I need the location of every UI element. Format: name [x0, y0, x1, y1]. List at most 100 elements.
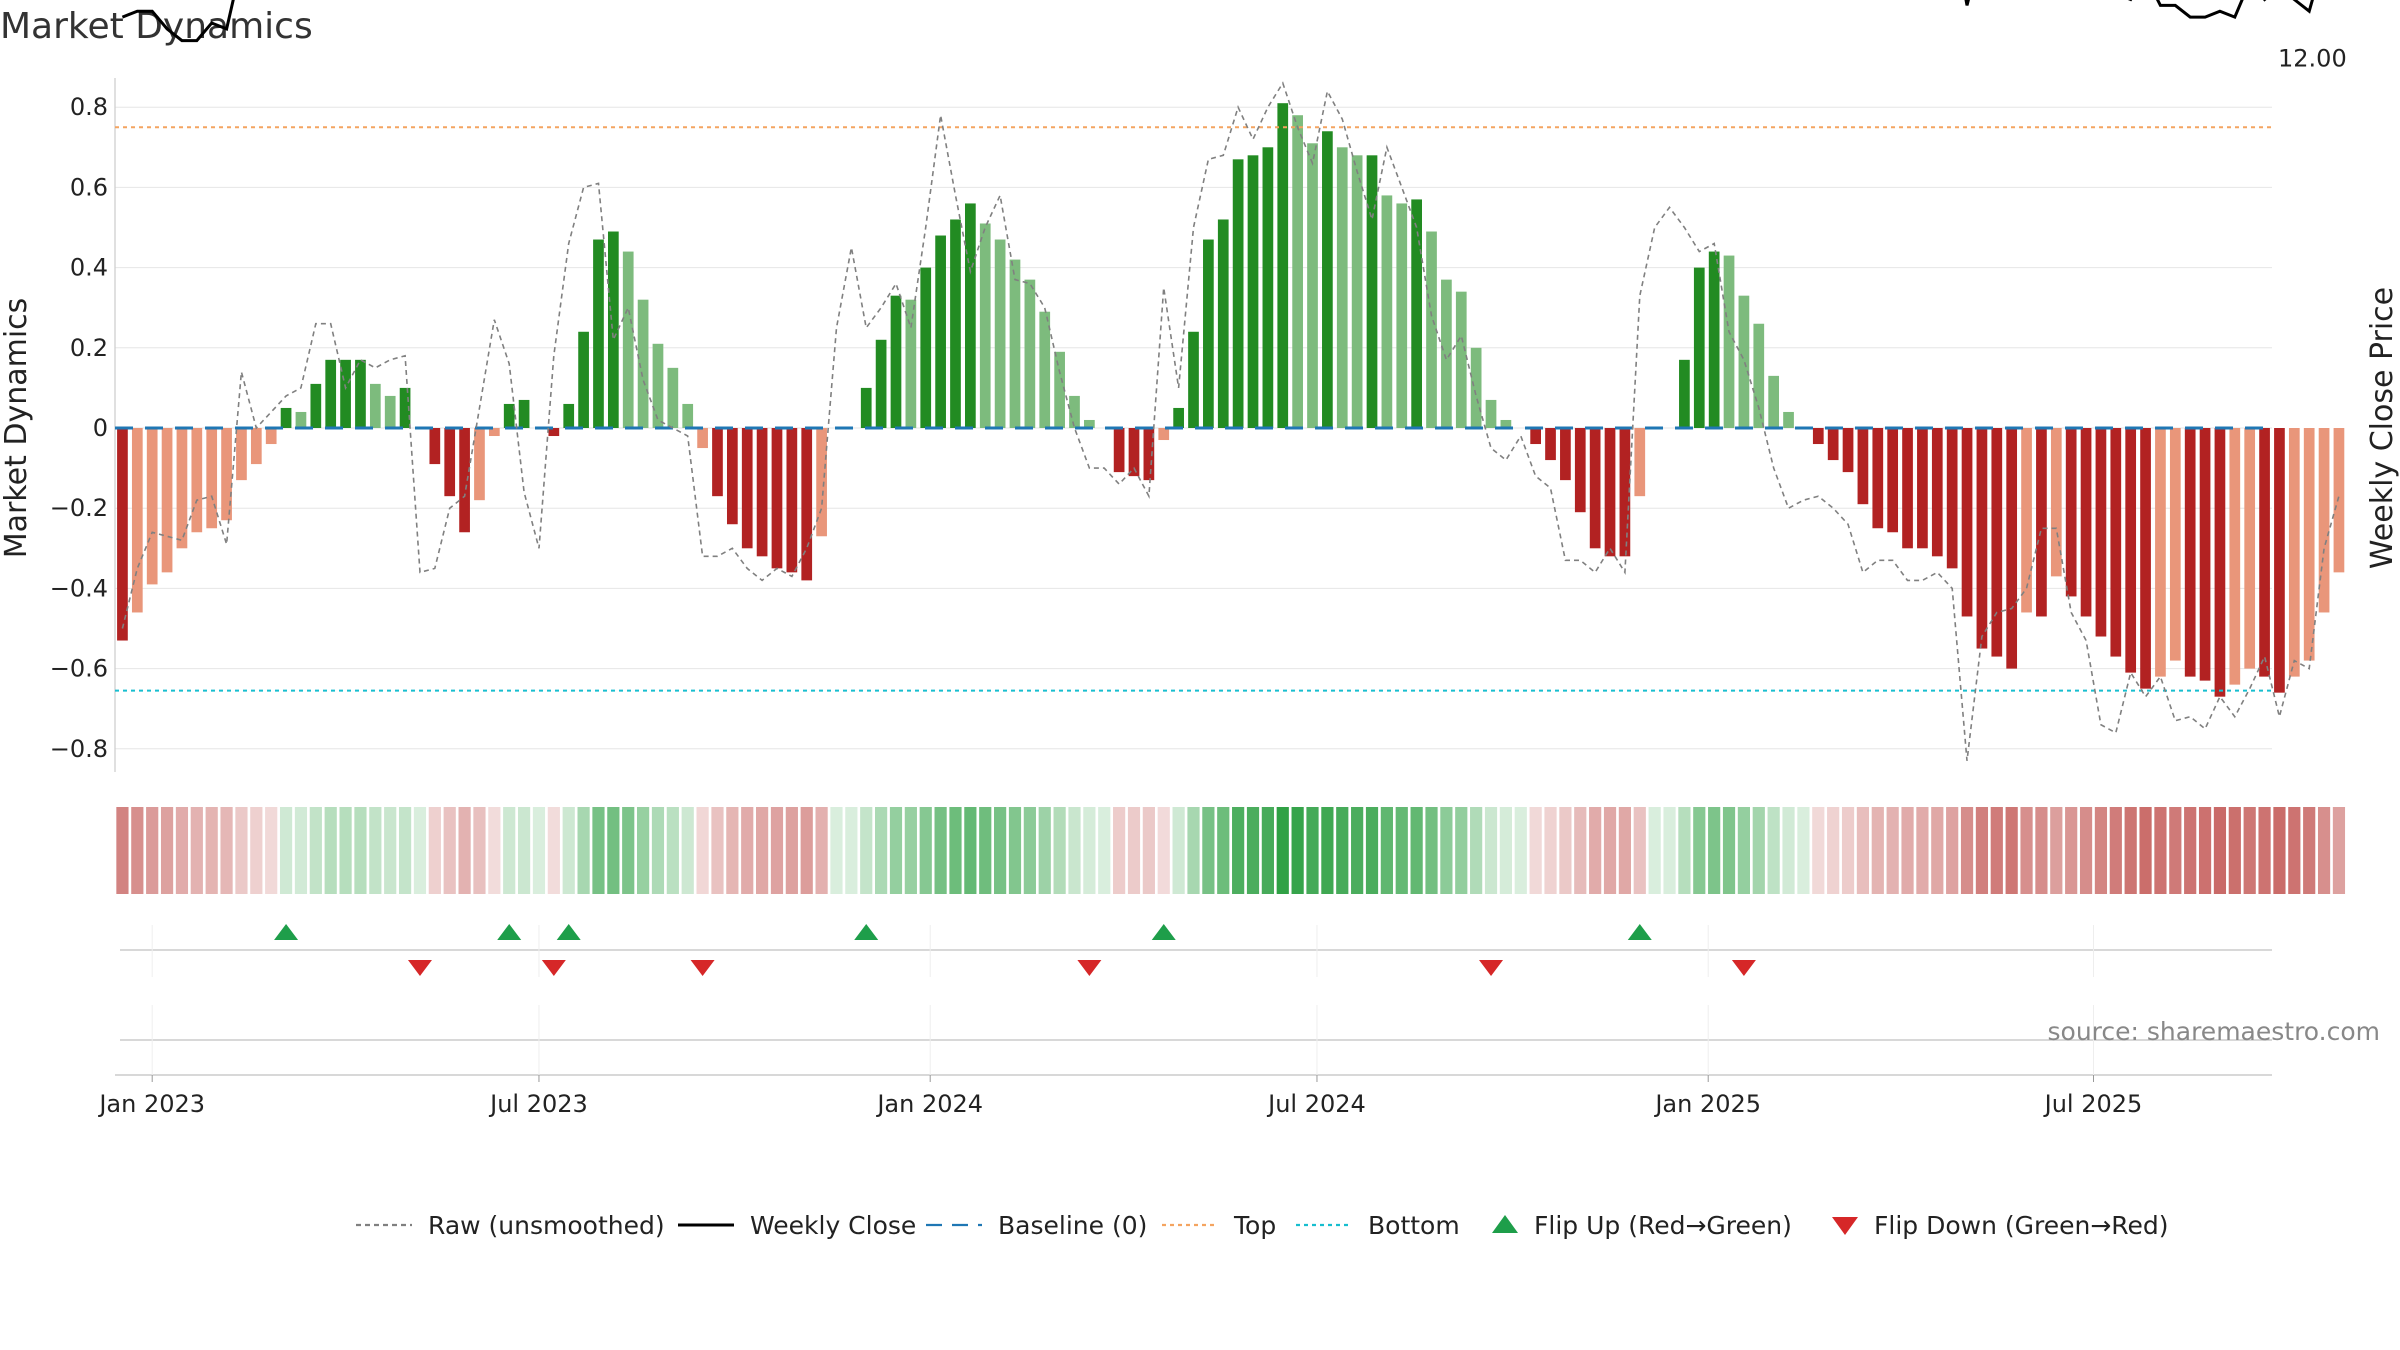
- legend-label: Flip Down (Green→Red): [1874, 1211, 2169, 1240]
- regime-cell: [1113, 807, 1126, 894]
- dynamics-bar: [1753, 323, 1765, 428]
- regime-cell: [860, 807, 873, 894]
- regime-cell: [1038, 807, 1051, 894]
- legend-label: Weekly Close: [750, 1211, 916, 1240]
- dynamics-bar: [1500, 419, 1512, 428]
- regime-cell: [1217, 807, 1230, 894]
- regime-cell: [1321, 807, 1334, 894]
- regime-cell: [2228, 807, 2241, 894]
- dynamics-bar: [250, 428, 262, 465]
- regime-cell: [1916, 807, 1929, 894]
- regime-cell: [205, 807, 218, 894]
- dynamics-bar: [1381, 195, 1393, 428]
- dynamics-bar: [488, 428, 500, 437]
- dynamics-bar: [786, 428, 798, 573]
- regime-cell: [2332, 807, 2346, 894]
- regime-cell: [339, 807, 352, 894]
- dynamics-bar: [2229, 428, 2241, 685]
- legend-label: Bottom: [1368, 1211, 1460, 1240]
- dynamics-bar: [429, 428, 441, 465]
- dynamics-bar: [1247, 155, 1259, 428]
- y-left-tick: −0.6: [50, 655, 108, 683]
- dynamics-bar: [920, 267, 932, 428]
- regime-cell: [488, 807, 501, 894]
- regime-cell: [696, 807, 709, 894]
- regime-cell: [1499, 807, 1512, 894]
- regime-cell: [2288, 807, 2301, 894]
- dynamics-bar: [310, 383, 322, 428]
- flip-down-marker: [1731, 960, 1756, 976]
- legend-label: Flip Up (Red→Green): [1534, 1211, 1792, 1240]
- dynamics-bar: [206, 428, 218, 529]
- regime-cell: [994, 807, 1007, 894]
- regime-cell: [1990, 807, 2003, 894]
- dynamics-bar: [384, 395, 396, 428]
- y-right-axis-title: Weekly Close Price: [2365, 287, 2400, 569]
- flip-up-marker: [556, 924, 581, 940]
- regime-cell: [1470, 807, 1483, 894]
- y-left-tick: −0.4: [50, 574, 108, 602]
- flip-down-marker: [1077, 960, 1102, 976]
- dynamics-bar: [2006, 428, 2018, 669]
- regime-cell: [845, 807, 858, 894]
- dynamics-bar: [1560, 428, 1571, 481]
- regime-cell: [2109, 807, 2122, 894]
- dynamics-bar: [2288, 428, 2300, 677]
- dynamics-bar: [1113, 428, 1125, 473]
- regime-cell: [607, 807, 620, 894]
- legend-label: Baseline (0): [998, 1211, 1147, 1240]
- regime-cell: [2079, 807, 2093, 894]
- dynamics-bar: [935, 235, 946, 428]
- dynamics-bar: [2303, 428, 2315, 661]
- y-left-axis-title: Market Dynamics: [0, 298, 34, 559]
- dynamics-bar: [637, 299, 649, 428]
- dynamics-bar: [1277, 103, 1289, 428]
- regime-cell: [1440, 807, 1453, 894]
- dynamics-bar: [1039, 311, 1051, 428]
- regime-cell: [2317, 807, 2331, 894]
- dynamics-bar: [2065, 428, 2077, 597]
- regime-cell: [2273, 807, 2286, 894]
- dynamics-bar: [667, 367, 679, 428]
- regime-cell: [1931, 807, 1944, 894]
- flip-marker-panel: [120, 924, 2272, 977]
- regime-cell: [2035, 807, 2048, 894]
- dynamics-bar: [1991, 428, 2003, 657]
- dynamics-bar: [474, 428, 485, 501]
- dynamics-bar: [712, 428, 723, 497]
- x-date-tick: Jul 2024: [1266, 1090, 1366, 1118]
- regime-cell: [636, 807, 650, 894]
- regime-cell: [949, 807, 962, 894]
- dynamics-bar: [2080, 428, 2092, 617]
- dynamics-bar: [905, 299, 917, 428]
- dynamics-bar: [459, 428, 470, 533]
- dynamics-bar: [369, 383, 381, 428]
- flip-up-marker: [274, 924, 299, 940]
- regime-cell: [2213, 807, 2227, 894]
- dynamics-bar: [2036, 428, 2047, 617]
- legend-label: Top: [1233, 1211, 1276, 1240]
- regime-cell: [116, 807, 129, 894]
- regime-cell: [220, 807, 233, 894]
- y-left-tick: 0.2: [70, 334, 108, 362]
- regime-cell: [1797, 807, 1810, 894]
- regime-cell: [458, 807, 471, 894]
- regime-cell: [2198, 807, 2212, 894]
- regime-cell: [741, 807, 754, 894]
- regime-cell: [1336, 807, 1349, 894]
- y-left-tick: 0: [93, 414, 108, 442]
- regime-cell: [1782, 807, 1795, 894]
- dynamics-bar: [1128, 428, 1140, 477]
- dynamics-bar: [1336, 147, 1348, 429]
- dynamics-bar: [1054, 351, 1065, 428]
- dynamics-bar: [1485, 399, 1497, 428]
- regime-cell: [800, 807, 813, 894]
- regime-cell: [1841, 807, 1855, 894]
- regime-cell: [1559, 807, 1572, 894]
- dynamics-bar: [1738, 295, 1750, 428]
- dynamics-bar: [1976, 428, 1988, 649]
- regime-cell: [175, 807, 189, 894]
- regime-cell: [889, 807, 903, 894]
- dynamics-bar: [1708, 251, 1720, 428]
